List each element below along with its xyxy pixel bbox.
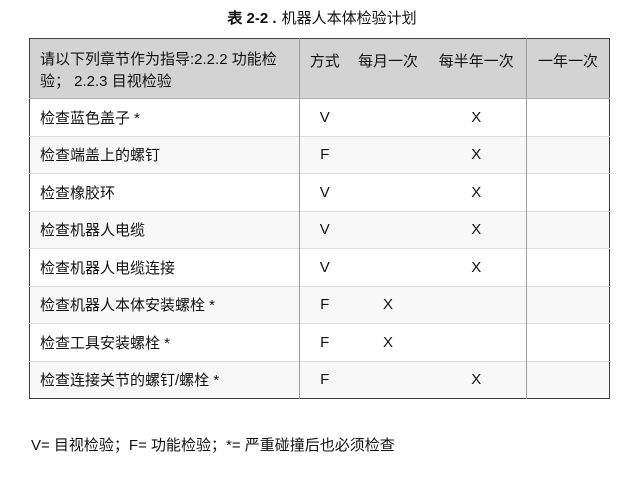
header-monthly: 每月一次 [349, 38, 427, 99]
half-yearly-cell: X [426, 360, 527, 399]
table-row: 检查蓝色盖子 * V X [30, 98, 610, 137]
half-yearly-cell: X [426, 248, 527, 286]
task-cell: 检查连接关节的螺钉/螺栓 * [29, 360, 300, 399]
table-row: 检查工具安装螺栓 * F X [29, 323, 610, 361]
header-guide-text: 请以下列章节作为指导:2.2.2 功能检验； 2.2.3 目视检验 [29, 38, 300, 99]
half-yearly-cell [426, 323, 527, 361]
monthly-cell: X [349, 285, 427, 324]
monthly-cell: X [349, 323, 427, 361]
method-cell: F [299, 323, 350, 361]
table-row: 检查橡胶环 V X [29, 173, 610, 211]
monthly-cell [349, 248, 427, 286]
header-row: 请以下列章节作为指导:2.2.2 功能检验； 2.2.3 目视检验 方式 每月一… [29, 38, 610, 99]
task-cell: 检查机器人电缆连接 [29, 248, 300, 286]
monthly-cell [349, 360, 427, 399]
header-yearly: 一年一次 [526, 38, 610, 99]
monthly-cell [349, 135, 427, 174]
table-caption: 机器人本体检验计划 [281, 10, 417, 27]
table-row: 检查机器人本体安装螺栓 * F X [29, 285, 610, 324]
yearly-cell [526, 248, 610, 286]
task-cell: 检查橡胶环 [29, 173, 300, 211]
task-cell: 检查工具安装螺栓 * [29, 323, 300, 361]
task-cell: 检查端盖上的螺钉 [29, 135, 300, 174]
header-half-yearly: 每半年一次 [426, 38, 527, 99]
table-title: 表 2-2 . 机器人本体检验计划 [0, 9, 644, 29]
monthly-cell [350, 99, 427, 137]
task-cell: 检查蓝色盖子 * [40, 109, 141, 127]
method-cell: F [299, 285, 350, 324]
method-cell: F [299, 135, 350, 174]
monthly-cell [349, 210, 427, 249]
method-cell: F [299, 360, 350, 399]
half-yearly-cell: X [471, 108, 482, 126]
task-cell: 检查机器人本体安装螺栓 * [29, 285, 300, 324]
method-cell: V [299, 210, 350, 249]
half-yearly-cell: X [426, 210, 527, 249]
yearly-cell [526, 210, 610, 249]
half-yearly-cell: X [426, 173, 527, 211]
header-method: 方式 [299, 38, 350, 99]
half-yearly-cell: X [426, 135, 527, 174]
table-row: 检查端盖上的螺钉 F X [29, 135, 610, 174]
monthly-cell [349, 173, 427, 211]
method-cell: V [299, 248, 350, 286]
yearly-cell [526, 323, 610, 361]
table-row: 检查机器人电缆 V X [29, 210, 610, 249]
inspection-plan-table: 请以下列章节作为指导:2.2.2 功能检验； 2.2.3 目视检验 方式 每月一… [29, 38, 610, 399]
yearly-cell [526, 98, 610, 136]
half-yearly-cell [426, 285, 527, 324]
yearly-cell [526, 173, 610, 211]
method-cell: V [299, 173, 350, 211]
table-row: 检查机器人电缆连接 V X [29, 248, 610, 286]
legend-text: V= 目视检验；F= 功能检验；*= 严重碰撞后也必须检查 [31, 437, 395, 454]
yearly-cell [526, 135, 610, 174]
table-number: 表 2-2 . [227, 10, 277, 27]
yearly-cell [526, 285, 610, 324]
task-cell: 检查机器人电缆 [29, 210, 300, 249]
method-cell: V [299, 98, 350, 136]
yearly-cell [526, 360, 610, 399]
table-row: 检查连接关节的螺钉/螺栓 * F X [29, 360, 610, 399]
